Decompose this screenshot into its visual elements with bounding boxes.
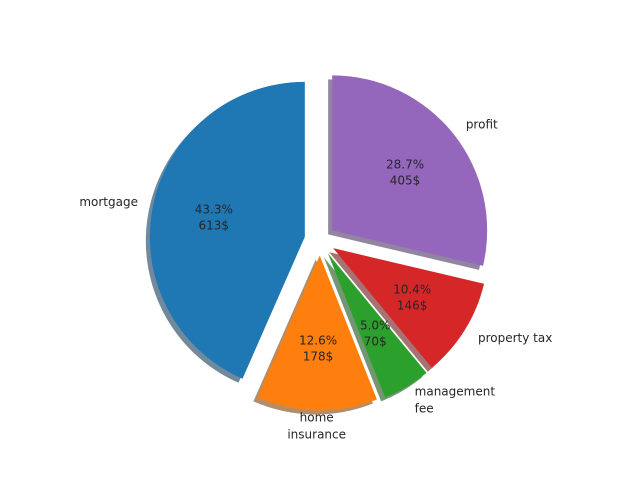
slice-label-home-insurance: home insurance: [287, 410, 346, 441]
slice-label-mortgage: mortgage: [79, 195, 138, 209]
slice-property-tax: [333, 248, 485, 368]
slice-percent-home-insurance: 12.6% 178$: [299, 333, 337, 363]
pie-wedges: [149, 75, 488, 411]
slice-label-profit: profit: [466, 118, 498, 132]
slice-percent-labels: 43.3% 613$ 12.6% 178$ 5.0% 70$10.4% 146$ 28.7% 4…: [195, 158, 431, 364]
slice-percent-profit: 28.7% 405$: [386, 158, 424, 188]
slice-mortgage: [149, 81, 305, 379]
slice-labels: mortgage home insurance management fee proper…: [79, 118, 552, 442]
slice-percent-mortgage: 43.3% 613$: [195, 203, 233, 233]
slice-home-insurance: [257, 255, 377, 411]
slice-percent-property-tax: 10.4% 146$: [393, 282, 431, 312]
slice-percent-management-fee: 5.0% 70$: [360, 318, 391, 348]
slice-label-property-tax: property tax: [478, 331, 552, 345]
slice-label-management-fee: management fee: [415, 385, 496, 416]
slice-profit: [332, 75, 488, 266]
slice-management-fee: [327, 253, 427, 398]
